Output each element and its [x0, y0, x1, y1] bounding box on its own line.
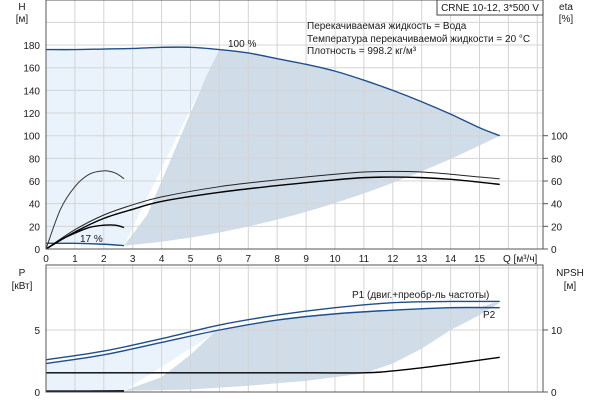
curve-17- [45, 242, 125, 247]
y2-axis-unit-npsh: [м] [564, 281, 577, 292]
x-tick-label: 3 [130, 254, 136, 265]
y-axis-unit-h: [м] [16, 14, 29, 25]
plot-frame-top [45, 0, 544, 250]
y-axis-unit-p: [кВт] [12, 281, 33, 292]
x-tick-label: 10 [329, 254, 341, 265]
y-tick-label-h: 180 [23, 41, 40, 52]
curve-label-100: 100 % [228, 39, 256, 50]
curve-eta-17-lower [45, 224, 125, 250]
curve-label-17: 17 % [80, 234, 103, 245]
x-tick-label: 6 [217, 254, 223, 265]
y2-tick-label-eta: 60 [551, 177, 563, 188]
curve-label-p2: P2 [483, 310, 496, 321]
y2-tick-label-eta: 100 [551, 132, 568, 143]
curve-eta-17-upper [45, 170, 125, 250]
x-tick-label: 1 [72, 254, 78, 265]
curve-100- [45, 46, 500, 137]
y2-tick-label-npsh: 10 [551, 326, 563, 337]
y-axis-label-h: H [18, 2, 25, 13]
curve-npsh [45, 356, 500, 374]
x-tick-label: 14 [445, 254, 457, 265]
y2-axis-label-eta: eta [559, 2, 573, 13]
curve-label-p1: P1 (двиг.+преобр-ль частоты) [352, 289, 489, 301]
x-tick-label: 11 [359, 254, 370, 265]
y-tick-label-h: 100 [23, 132, 40, 143]
y-tick-label-p: 5 [34, 326, 40, 337]
info-fluid: Перекачиваемая жидкость = Вода [307, 21, 467, 32]
y2-tick-label-npsh: 0 [551, 388, 557, 399]
x-tick-label: 15 [474, 254, 486, 265]
y-tick-label-h: 0 [34, 245, 40, 256]
x-tick-label: 13 [416, 254, 428, 265]
y-axis-label-p: P [19, 268, 26, 279]
y2-axis-label-npsh: NPSH [556, 268, 584, 279]
info-density: Плотность = 998.2 кг/м³ [307, 46, 417, 57]
x-tick-label: 9 [303, 254, 309, 265]
y-tick-label-h: 20 [29, 222, 41, 233]
y2-tick-label-eta: 0 [551, 245, 557, 256]
plot-frame-bottom [45, 264, 544, 393]
power-area-dark [124, 302, 500, 391]
x-tick-label: 2 [101, 254, 107, 265]
y2-axis-unit-eta: [%] [559, 14, 574, 25]
y2-tick-label-eta: 20 [551, 222, 563, 233]
title-box [436, 0, 544, 16]
x-tick-label: 0 [43, 254, 49, 265]
x-axis-label: Q [м³/ч] [503, 254, 538, 265]
y-tick-label-h: 160 [23, 64, 40, 75]
info-temperature: Температура перекачиваемой жидкости = 20… [307, 34, 530, 45]
y2-tick-label-eta: 40 [551, 200, 563, 211]
curve-p1 [45, 300, 500, 361]
x-tick-label: 12 [387, 254, 399, 265]
x-tick-label: 4 [159, 254, 165, 265]
y-tick-label-h: 140 [23, 86, 40, 97]
y-tick-label-h: 40 [29, 200, 41, 211]
curve-eta-100-upper [45, 170, 500, 250]
chart-title: CRNE 10-12, 3*500 V [441, 3, 539, 14]
y-tick-label-h: 120 [23, 109, 40, 120]
curve-p2 [45, 306, 500, 365]
curve-eta-100-lower [45, 176, 500, 250]
y-tick-label-h: 80 [29, 154, 41, 165]
y-tick-label-h: 60 [29, 177, 41, 188]
x-tick-label: 7 [246, 254, 252, 265]
y2-tick-label-eta: 80 [551, 154, 563, 165]
y-tick-label-p: 0 [34, 388, 40, 399]
x-tick-label: 5 [188, 254, 194, 265]
x-tick-label: 8 [274, 254, 280, 265]
operating-area-dark [124, 49, 500, 246]
